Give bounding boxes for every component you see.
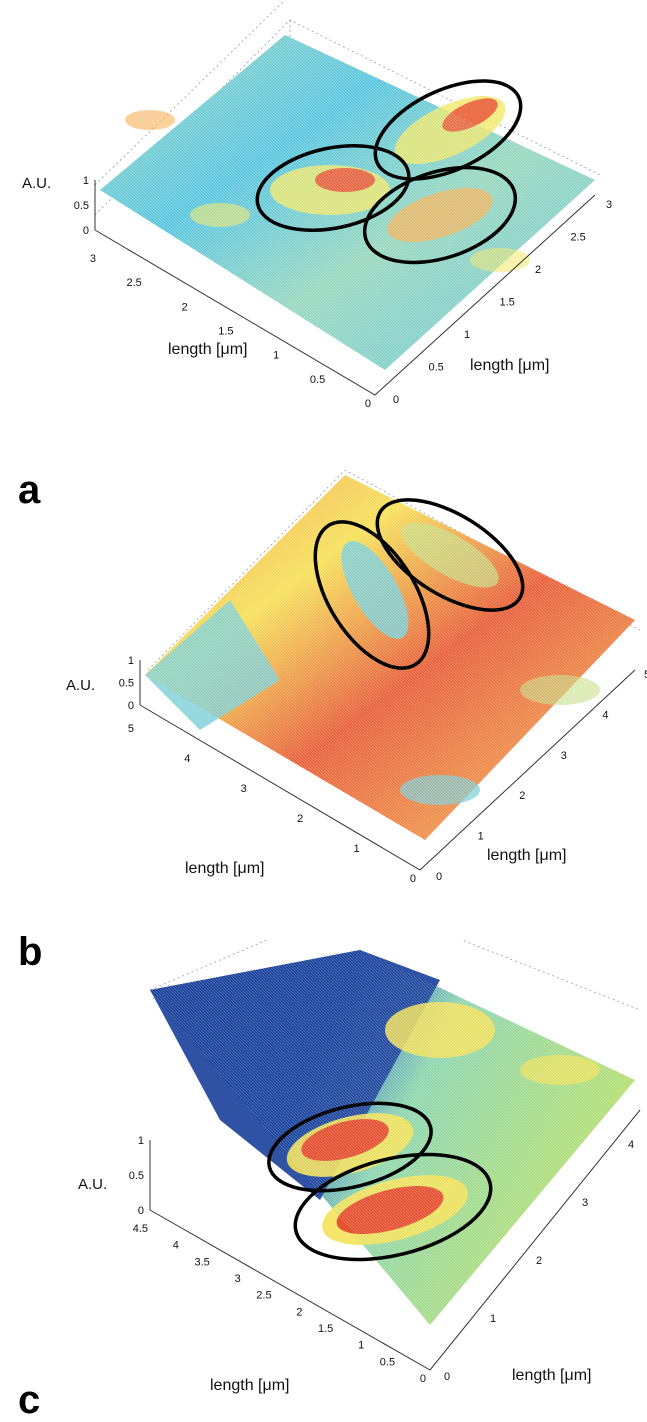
z-tick-label: 0.5 [119,678,134,690]
x-tick-label: 0.5 [310,374,325,386]
axis-box-c [149,940,641,1011]
surface-plot-a-svg: 00.511.522.53 00.511.522.53 00.51 A.U. l… [22,0,612,410]
y-tick-label: 2 [536,1255,542,1267]
x-tick-label: 4 [184,753,190,765]
x-tick-label: 1 [273,350,279,362]
x-tick-label: 4.5 [133,1223,148,1235]
x-tick-label: 3 [90,253,96,265]
y-axis-label: length [μm] [487,847,566,864]
x-tick-label: 3.5 [195,1256,210,1268]
x-tick-label: 2 [297,813,303,825]
x-ticks-b: 0 1 2 3 4 5 [128,723,416,885]
axes-c [149,1109,641,1371]
x-tick-label: 1 [358,1340,364,1352]
y-ticks-a: 0 0.5 1 1.5 2 2.5 3 [393,199,612,406]
annotations-b [313,498,525,670]
axes-a [94,180,596,396]
x-tick-label: 0 [420,1373,426,1385]
z-axis-label: A.U. [22,175,51,192]
y-tick-label: 2 [519,790,525,802]
surface-plot-a: 0 0.5 1 1.5 2 2.5 3 0 0.5 1 1.5 2 2.5 3 0 0.5 1 A.U. l… [0,0,647,510]
annotation-ellipse [375,498,525,612]
z-axis-label: A.U. [66,677,95,694]
x-tick-label: 2 [296,1306,302,1318]
annotations-c [267,1101,493,1262]
y-tick-label: 1 [490,1313,496,1325]
panel-letter-a: a [18,468,41,512]
y-tick-label: 2.5 [571,232,586,244]
surface-b [145,475,635,840]
z-ticks-b: 00.51 [119,655,134,712]
y-tick-label: 0.5 [429,362,444,374]
x-tick-label: 2.5 [256,1290,271,1302]
z-tick-label: 0.5 [129,1170,144,1182]
y-tick-label: 3 [561,750,567,762]
y-tick-label: 2 [535,264,541,276]
y-tick-label: 3 [606,199,612,211]
y-tick-label: 4 [628,1139,634,1151]
axes-b [139,660,636,871]
x-tick-label: 5 [128,723,134,735]
panel-letter-b: b [18,930,43,974]
x-tick-label: 4 [173,1240,179,1252]
x-tick-label: 1 [353,843,359,855]
y-tick-label: 0 [393,394,399,406]
y-ticks-c: 0 1 2 3 4 [444,1139,634,1383]
z-tick-label: 0 [128,700,134,712]
y-tick-label: 5 [644,669,647,681]
x-axis-label: length [μm] [185,860,264,877]
surface-a [100,35,595,370]
x-ticks-c: 0 0.5 1 1.5 2 2.5 3 3.5 4 4.5 [133,1223,426,1385]
y-tick-label: 4 [602,709,608,721]
panel-letter-c: c [18,1378,41,1422]
x-tick-label: 0 [365,398,371,410]
z-axis-label: A.U. [78,1176,107,1193]
x-tick-label: 1.5 [218,326,233,338]
y-axis-label: length [μm] [470,357,549,374]
x-axis-label: length [μm] [168,341,247,358]
y-ticks-b: 0 1 2 3 4 5 [436,669,647,883]
x-tick-label: 3 [241,783,247,795]
annotation-ellipse [255,143,411,233]
x-tick-label: 2 [182,301,188,313]
z-tick-label: 0 [83,225,89,237]
y-tick-label: 1 [478,831,484,843]
y-axis-label: length [μm] [512,1367,591,1384]
y-tick-label: 0 [444,1371,450,1383]
annotation-ellipse [267,1101,433,1193]
z-tick-label: 0.5 [74,200,89,212]
x-axis-label: length [μm] [210,1377,289,1394]
z-tick-label: 1 [128,655,134,667]
y-tick-label: 1 [464,329,470,341]
x-tick-label: 1.5 [318,1323,333,1335]
x-ticks-a: 0 0.5 1 1.5 2 2.5 3 [90,253,371,410]
annotations-a [255,79,523,265]
z-tick-label: 1 [83,175,89,187]
y-tick-label: 3 [582,1197,588,1209]
x-tick-label: 0 [410,873,416,885]
x-tick-label: 3 [235,1273,241,1285]
x-tick-label: 0.5 [380,1356,395,1368]
annotation-ellipse [362,165,518,265]
annotation-ellipse [293,1152,493,1262]
y-tick-label: 1.5 [500,297,515,309]
y-tick-label: 0 [436,871,442,883]
z-tick-label: 1 [138,1135,144,1147]
x-tick-label: 2.5 [127,277,142,289]
z-ticks-c: 00.51 [129,1135,144,1217]
z-ticks-a: 00.51 [74,175,89,237]
z-tick-label: 0 [138,1205,144,1217]
surface-c [150,950,635,1325]
